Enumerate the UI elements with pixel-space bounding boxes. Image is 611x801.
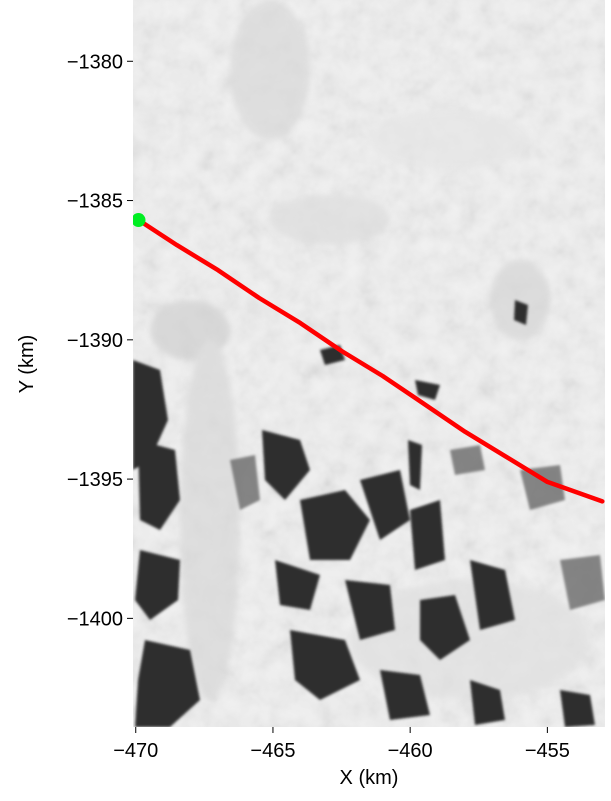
x-tick-label: −455 [525,740,570,762]
y-tick-label: −1395 [67,469,123,491]
x-tick-label: −465 [250,740,295,762]
x-axis: −470 −465 −460 −455 [113,727,570,762]
start-point-marker [133,213,146,228]
x-axis-label: X (km) [340,767,399,789]
x-tick-label: −470 [113,740,158,762]
satellite-image [133,0,605,727]
flight-track-line [136,217,605,504]
y-axis: −1380 −1385 −1390 −1395 −1400 [67,51,133,630]
x-tick-label: −460 [388,740,433,762]
y-tick-label: −1390 [67,330,123,352]
y-tick-label: −1380 [67,51,123,73]
y-tick-label: −1385 [67,191,123,213]
y-axis-label: Y (km) [16,335,38,394]
y-tick-label: −1400 [67,608,123,630]
